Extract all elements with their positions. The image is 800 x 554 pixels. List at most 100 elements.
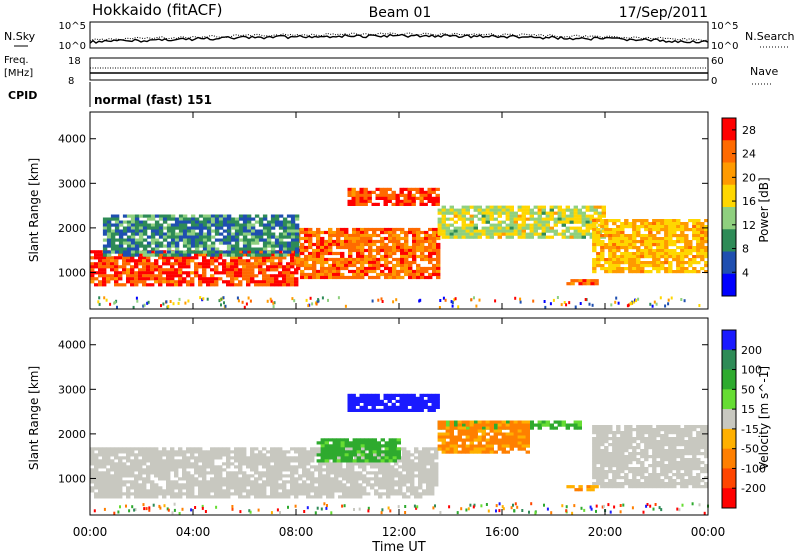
power-cell-1 [360, 227, 365, 232]
power-cell-0 [238, 271, 243, 275]
velocity-cell-0 [302, 492, 307, 496]
power-cell-3 [194, 226, 200, 230]
velocity-cell-2 [368, 450, 373, 454]
power-cell-5 [696, 243, 701, 247]
velocity-cell-4 [441, 444, 446, 448]
velocity-cell-0 [282, 474, 287, 478]
power-cell-4 [485, 220, 490, 224]
power-cell-5 [652, 261, 657, 265]
power-cell-3 [198, 241, 204, 245]
power-cell-1 [368, 257, 373, 262]
power-cell-0 [134, 274, 139, 278]
power-cell-4 [573, 226, 578, 230]
power-cell-1 [428, 242, 433, 247]
power-cell-4 [565, 205, 570, 209]
power-cell-0 [286, 262, 291, 266]
power-cell-0 [118, 274, 123, 278]
velocity-cell-5 [704, 440, 709, 444]
power-cell-1 [364, 269, 369, 274]
velocity-cell-2 [380, 444, 385, 448]
power-cell-0 [150, 268, 155, 272]
power-cell-5 [660, 264, 665, 268]
power-cell-5 [652, 240, 657, 244]
power-cell-1 [340, 245, 345, 250]
power-cell-5 [616, 228, 621, 232]
power-cell-4 [565, 214, 570, 218]
velocity-cell-5 [692, 464, 697, 468]
power-cell-1 [416, 254, 421, 259]
velocity-cell-0 [218, 465, 223, 469]
power-cell-5 [636, 246, 641, 250]
power-cell-1 [376, 251, 381, 256]
velocity-cell-0 [110, 462, 115, 466]
power-cell-3 [266, 244, 272, 248]
power-cell-3 [134, 247, 140, 251]
velocity-cell-0 [218, 483, 223, 487]
power-cell-3 [102, 253, 108, 257]
power-cell-4 [509, 214, 514, 218]
velocity-cell-0 [178, 462, 183, 466]
velocity-cell-0 [226, 474, 231, 478]
velocity-cell-0 [366, 480, 371, 484]
power-cell-4 [505, 229, 510, 233]
velocity-cell-0 [278, 471, 283, 475]
velocity-cell-2 [320, 444, 325, 448]
velocity-cell-4 [449, 426, 454, 430]
velocity-cell-3 [505, 420, 510, 424]
power-cell-4 [521, 205, 526, 209]
power-cell-3 [114, 226, 120, 230]
velocity-cell-0 [150, 489, 155, 493]
velocity-cell-0 [422, 450, 427, 454]
power-cell-3 [202, 226, 208, 230]
velocity-cell-0 [410, 483, 415, 487]
power-cell-1 [328, 236, 333, 241]
velocity-cell-0 [326, 480, 331, 484]
power-cell-4 [517, 223, 522, 227]
power-cell-4 [461, 217, 466, 221]
power-cell-0 [234, 274, 239, 278]
power-cell-2 [395, 196, 400, 200]
power-speckle [667, 298, 670, 302]
velocity-cell-5 [636, 473, 641, 477]
velocity-cell-0 [274, 492, 279, 496]
velocity-cell-0 [230, 456, 235, 460]
power-cell-3 [218, 232, 224, 236]
power-cell-1 [420, 236, 425, 241]
velocity-cell-1 [419, 408, 424, 412]
velocity-cell-0 [206, 465, 211, 469]
power-cell-0 [246, 268, 251, 272]
power-cell-1 [408, 272, 413, 277]
power-cell-5 [608, 237, 613, 241]
velocity-cell-5 [696, 479, 701, 483]
velocity-cell-0 [194, 459, 199, 463]
power-cell-5 [648, 240, 653, 244]
power-cell-5 [700, 228, 705, 232]
velocity-cell-0 [222, 483, 227, 487]
power-cell-0 [166, 277, 171, 281]
velocity-cell-0 [142, 447, 147, 451]
velocity-cell-0 [134, 459, 139, 463]
power-cell-0 [258, 256, 263, 260]
power-cell-3 [230, 226, 236, 230]
power-cell-0 [122, 262, 127, 266]
power-cell-5 [656, 231, 661, 235]
power-cell-4 [489, 223, 494, 227]
velocity-cell-0 [238, 489, 243, 493]
power-cell-4 [473, 229, 478, 233]
power-cell-2 [427, 193, 432, 197]
velocity-cell-0 [118, 459, 123, 463]
velocity-cell-0 [90, 456, 95, 460]
power-cell-3 [178, 217, 184, 221]
velocity-cell-0 [274, 450, 279, 454]
velocity-cell-0 [258, 492, 263, 496]
power-cell-3 [282, 253, 288, 257]
power-cell-4 [441, 214, 446, 218]
power-cell-5 [668, 252, 673, 256]
power-cell-5 [636, 234, 641, 238]
velocity-cell-4 [441, 423, 446, 427]
velocity-cell-0 [102, 495, 107, 499]
velocity-cell-0 [358, 474, 363, 478]
power-cell-5 [668, 243, 673, 247]
velocity-cell-4 [477, 444, 482, 448]
velocity-cell-1 [347, 393, 352, 397]
